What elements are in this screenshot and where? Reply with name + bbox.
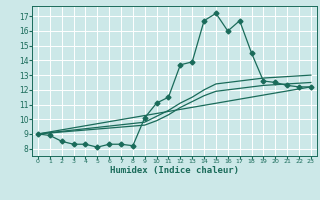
X-axis label: Humidex (Indice chaleur): Humidex (Indice chaleur) xyxy=(110,166,239,175)
